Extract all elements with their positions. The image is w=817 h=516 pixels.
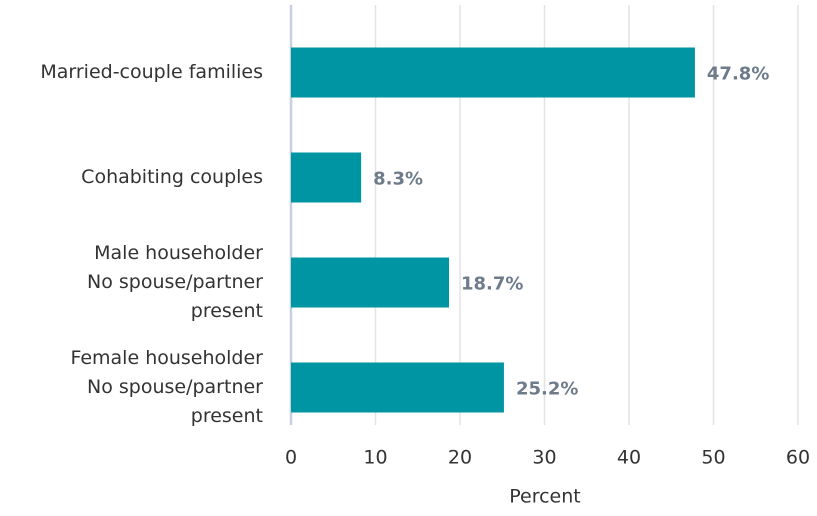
value-label: 18.7% <box>461 274 523 295</box>
value-label: 8.3% <box>373 169 423 190</box>
y-tick-label: No spouse/partner <box>87 271 263 293</box>
x-axis-label: Percent <box>509 486 581 508</box>
x-tick-label: 50 <box>701 447 725 469</box>
y-tick-label: present <box>191 405 263 427</box>
y-tick-label: Cohabiting couples <box>81 166 263 188</box>
x-tick-label: 0 <box>285 447 297 469</box>
y-tick-label: present <box>191 300 263 322</box>
bar <box>291 362 504 413</box>
bar <box>291 257 450 308</box>
x-tick-label: 20 <box>448 447 472 469</box>
y-tick-label: No spouse/partner <box>87 376 263 398</box>
bar <box>291 152 362 203</box>
value-label: 25.2% <box>516 379 578 400</box>
x-tick-label: 10 <box>363 447 387 469</box>
y-tick-label: Female householder <box>70 347 263 369</box>
y-tick-label: Married-couple families <box>40 61 263 83</box>
x-tick-label: 40 <box>617 447 641 469</box>
bar <box>291 47 695 98</box>
x-tick-label: 30 <box>532 447 556 469</box>
x-tick-label: 60 <box>786 447 810 469</box>
y-tick-label: Male householder <box>94 242 263 264</box>
value-label: 47.8% <box>707 64 769 85</box>
